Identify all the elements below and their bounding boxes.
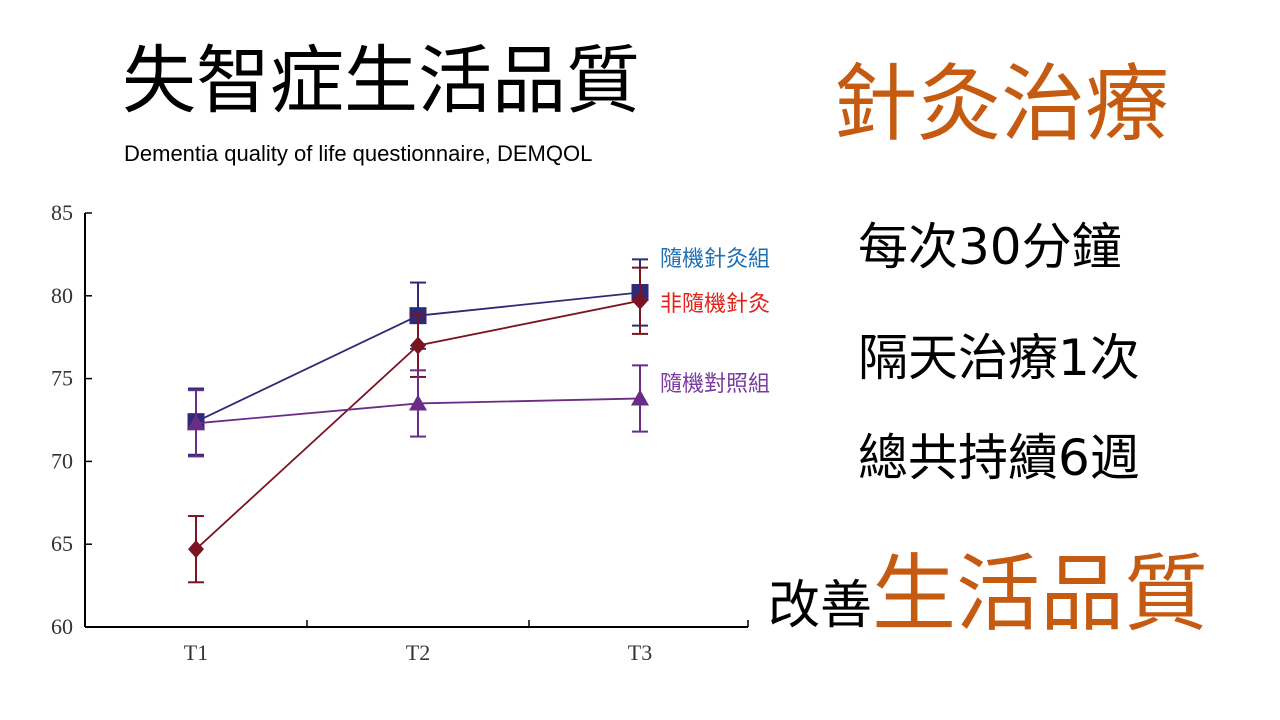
y-tick-label: 60 <box>51 614 73 639</box>
data-point <box>187 414 205 431</box>
series-label: 隨機對照組 <box>660 372 770 397</box>
x-tick-label: T3 <box>628 640 652 665</box>
treatment-heading: 針灸治療 <box>833 55 1170 153</box>
y-tick-label: 75 <box>51 366 73 391</box>
data-point <box>632 291 648 310</box>
x-tick-label: T1 <box>184 640 208 665</box>
data-point <box>410 336 426 355</box>
data-point <box>631 389 649 406</box>
improve-prefix: 改善 <box>768 576 873 636</box>
improve-emphasis: 生活品質 <box>872 545 1209 643</box>
y-tick-label: 65 <box>51 531 73 556</box>
info-line-frequency: 隔天治療1次 <box>858 329 1140 387</box>
x-tick-label: T2 <box>406 640 430 665</box>
info-line-session-length: 每次30分鐘 <box>858 218 1122 276</box>
y-tick-label: 85 <box>51 200 73 225</box>
y-tick-label: 70 <box>51 448 73 473</box>
data-point <box>188 540 204 559</box>
slide-subtitle: Dementia quality of life questionnaire, … <box>124 141 593 166</box>
series-label: 非隨機針灸 <box>660 292 770 317</box>
info-line-duration: 總共持續6週 <box>858 429 1140 487</box>
y-tick-label: 80 <box>51 283 73 308</box>
series-label: 隨機針灸組 <box>660 247 770 272</box>
slide-title: 失智症生活品質 <box>122 38 640 124</box>
improve-statement: 改善生活品質 <box>768 552 1208 636</box>
data-point <box>409 394 427 411</box>
